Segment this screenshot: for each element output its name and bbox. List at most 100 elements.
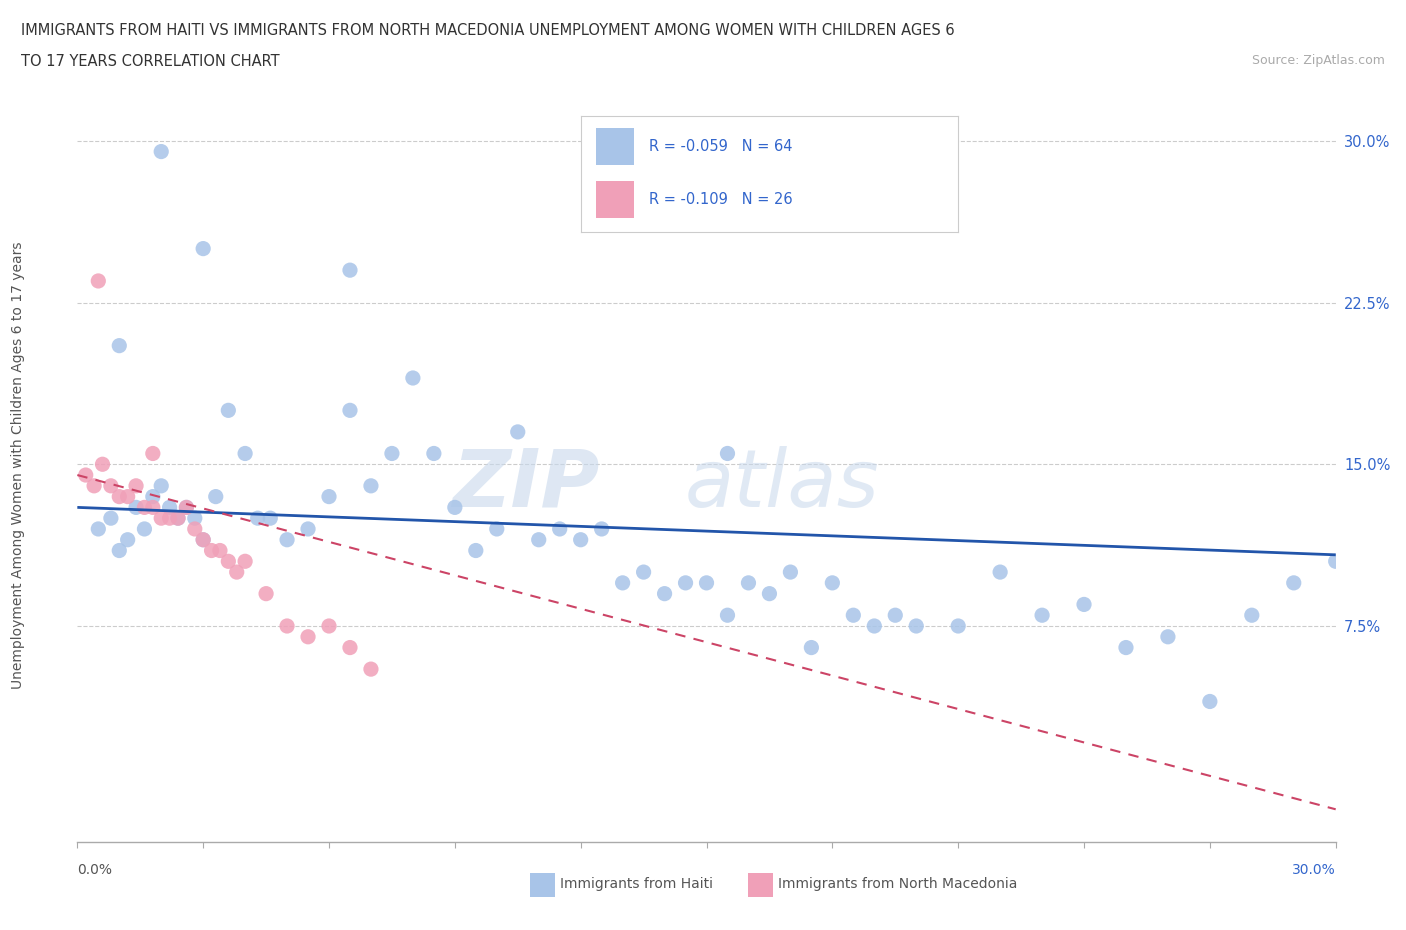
- Point: [176, 500, 198, 515]
- Point: [150, 144, 173, 159]
- Point: [125, 478, 148, 493]
- Point: [100, 478, 122, 493]
- Point: [1157, 630, 1180, 644]
- Point: [402, 370, 425, 385]
- Point: [612, 576, 634, 591]
- Point: [423, 446, 446, 461]
- Point: [142, 489, 165, 504]
- Point: [87, 273, 110, 288]
- Point: [91, 457, 114, 472]
- Text: atlas: atlas: [685, 445, 879, 524]
- Point: [297, 630, 319, 644]
- Point: [800, 640, 823, 655]
- Point: [142, 446, 165, 461]
- Point: [1240, 608, 1263, 623]
- Text: Source: ZipAtlas.com: Source: ZipAtlas.com: [1251, 54, 1385, 67]
- Point: [159, 500, 181, 515]
- Point: [142, 500, 165, 515]
- Point: [233, 446, 256, 461]
- Point: [200, 543, 222, 558]
- Text: IMMIGRANTS FROM HAITI VS IMMIGRANTS FROM NORTH MACEDONIA UNEMPLOYMENT AMONG WOME: IMMIGRANTS FROM HAITI VS IMMIGRANTS FROM…: [21, 23, 955, 38]
- Point: [318, 489, 340, 504]
- Point: [381, 446, 404, 461]
- Point: [150, 478, 173, 493]
- Point: [318, 618, 340, 633]
- Point: [485, 522, 508, 537]
- Point: [1031, 608, 1053, 623]
- Point: [191, 241, 215, 256]
- Point: [591, 522, 613, 537]
- Point: [184, 522, 207, 537]
- Point: [191, 532, 215, 547]
- Point: [108, 543, 131, 558]
- Point: [758, 586, 780, 601]
- Point: [276, 532, 298, 547]
- Point: [191, 532, 215, 547]
- Point: [100, 511, 122, 525]
- Point: [217, 403, 239, 418]
- Point: [506, 424, 529, 439]
- Point: [884, 608, 907, 623]
- Point: [527, 532, 550, 547]
- Text: TO 17 YEARS CORRELATION CHART: TO 17 YEARS CORRELATION CHART: [21, 54, 280, 69]
- Point: [134, 522, 156, 537]
- Point: [184, 511, 207, 525]
- Point: [75, 468, 97, 483]
- Point: [125, 500, 148, 515]
- Point: [948, 618, 970, 633]
- Point: [117, 532, 139, 547]
- Point: [1324, 554, 1347, 569]
- Text: Immigrants from Haiti: Immigrants from Haiti: [560, 877, 713, 892]
- Point: [87, 522, 110, 537]
- Point: [654, 586, 676, 601]
- Point: [167, 511, 190, 525]
- Point: [1199, 694, 1222, 709]
- Point: [1115, 640, 1137, 655]
- Point: [716, 608, 738, 623]
- Text: 0.0%: 0.0%: [77, 863, 112, 877]
- Point: [779, 565, 801, 579]
- Point: [633, 565, 655, 579]
- Point: [360, 661, 382, 676]
- Point: [233, 554, 256, 569]
- Point: [276, 618, 298, 633]
- Point: [716, 446, 738, 461]
- Point: [569, 532, 592, 547]
- Point: [1282, 576, 1305, 591]
- Point: [225, 565, 247, 579]
- Point: [208, 543, 231, 558]
- Text: Immigrants from North Macedonia: Immigrants from North Macedonia: [778, 877, 1017, 892]
- Point: [108, 339, 131, 353]
- Point: [297, 522, 319, 537]
- Point: [117, 489, 139, 504]
- Point: [464, 543, 486, 558]
- Point: [737, 576, 759, 591]
- Point: [176, 500, 198, 515]
- Point: [83, 478, 105, 493]
- Point: [259, 511, 281, 525]
- Point: [339, 403, 361, 418]
- Point: [988, 565, 1011, 579]
- Point: [159, 511, 181, 525]
- Point: [444, 500, 467, 515]
- Point: [217, 554, 239, 569]
- Text: Unemployment Among Women with Children Ages 6 to 17 years: Unemployment Among Women with Children A…: [11, 241, 25, 689]
- Point: [150, 511, 173, 525]
- Point: [167, 511, 190, 525]
- Point: [339, 640, 361, 655]
- Point: [548, 522, 571, 537]
- Point: [254, 586, 277, 601]
- Text: ZIP: ZIP: [453, 445, 599, 524]
- Point: [696, 576, 718, 591]
- Point: [1073, 597, 1095, 612]
- Point: [842, 608, 865, 623]
- Text: 30.0%: 30.0%: [1292, 863, 1336, 877]
- Point: [863, 618, 886, 633]
- Point: [905, 618, 928, 633]
- Point: [339, 263, 361, 278]
- Point: [246, 511, 269, 525]
- Point: [675, 576, 697, 591]
- Point: [108, 489, 131, 504]
- Point: [134, 500, 156, 515]
- Point: [360, 478, 382, 493]
